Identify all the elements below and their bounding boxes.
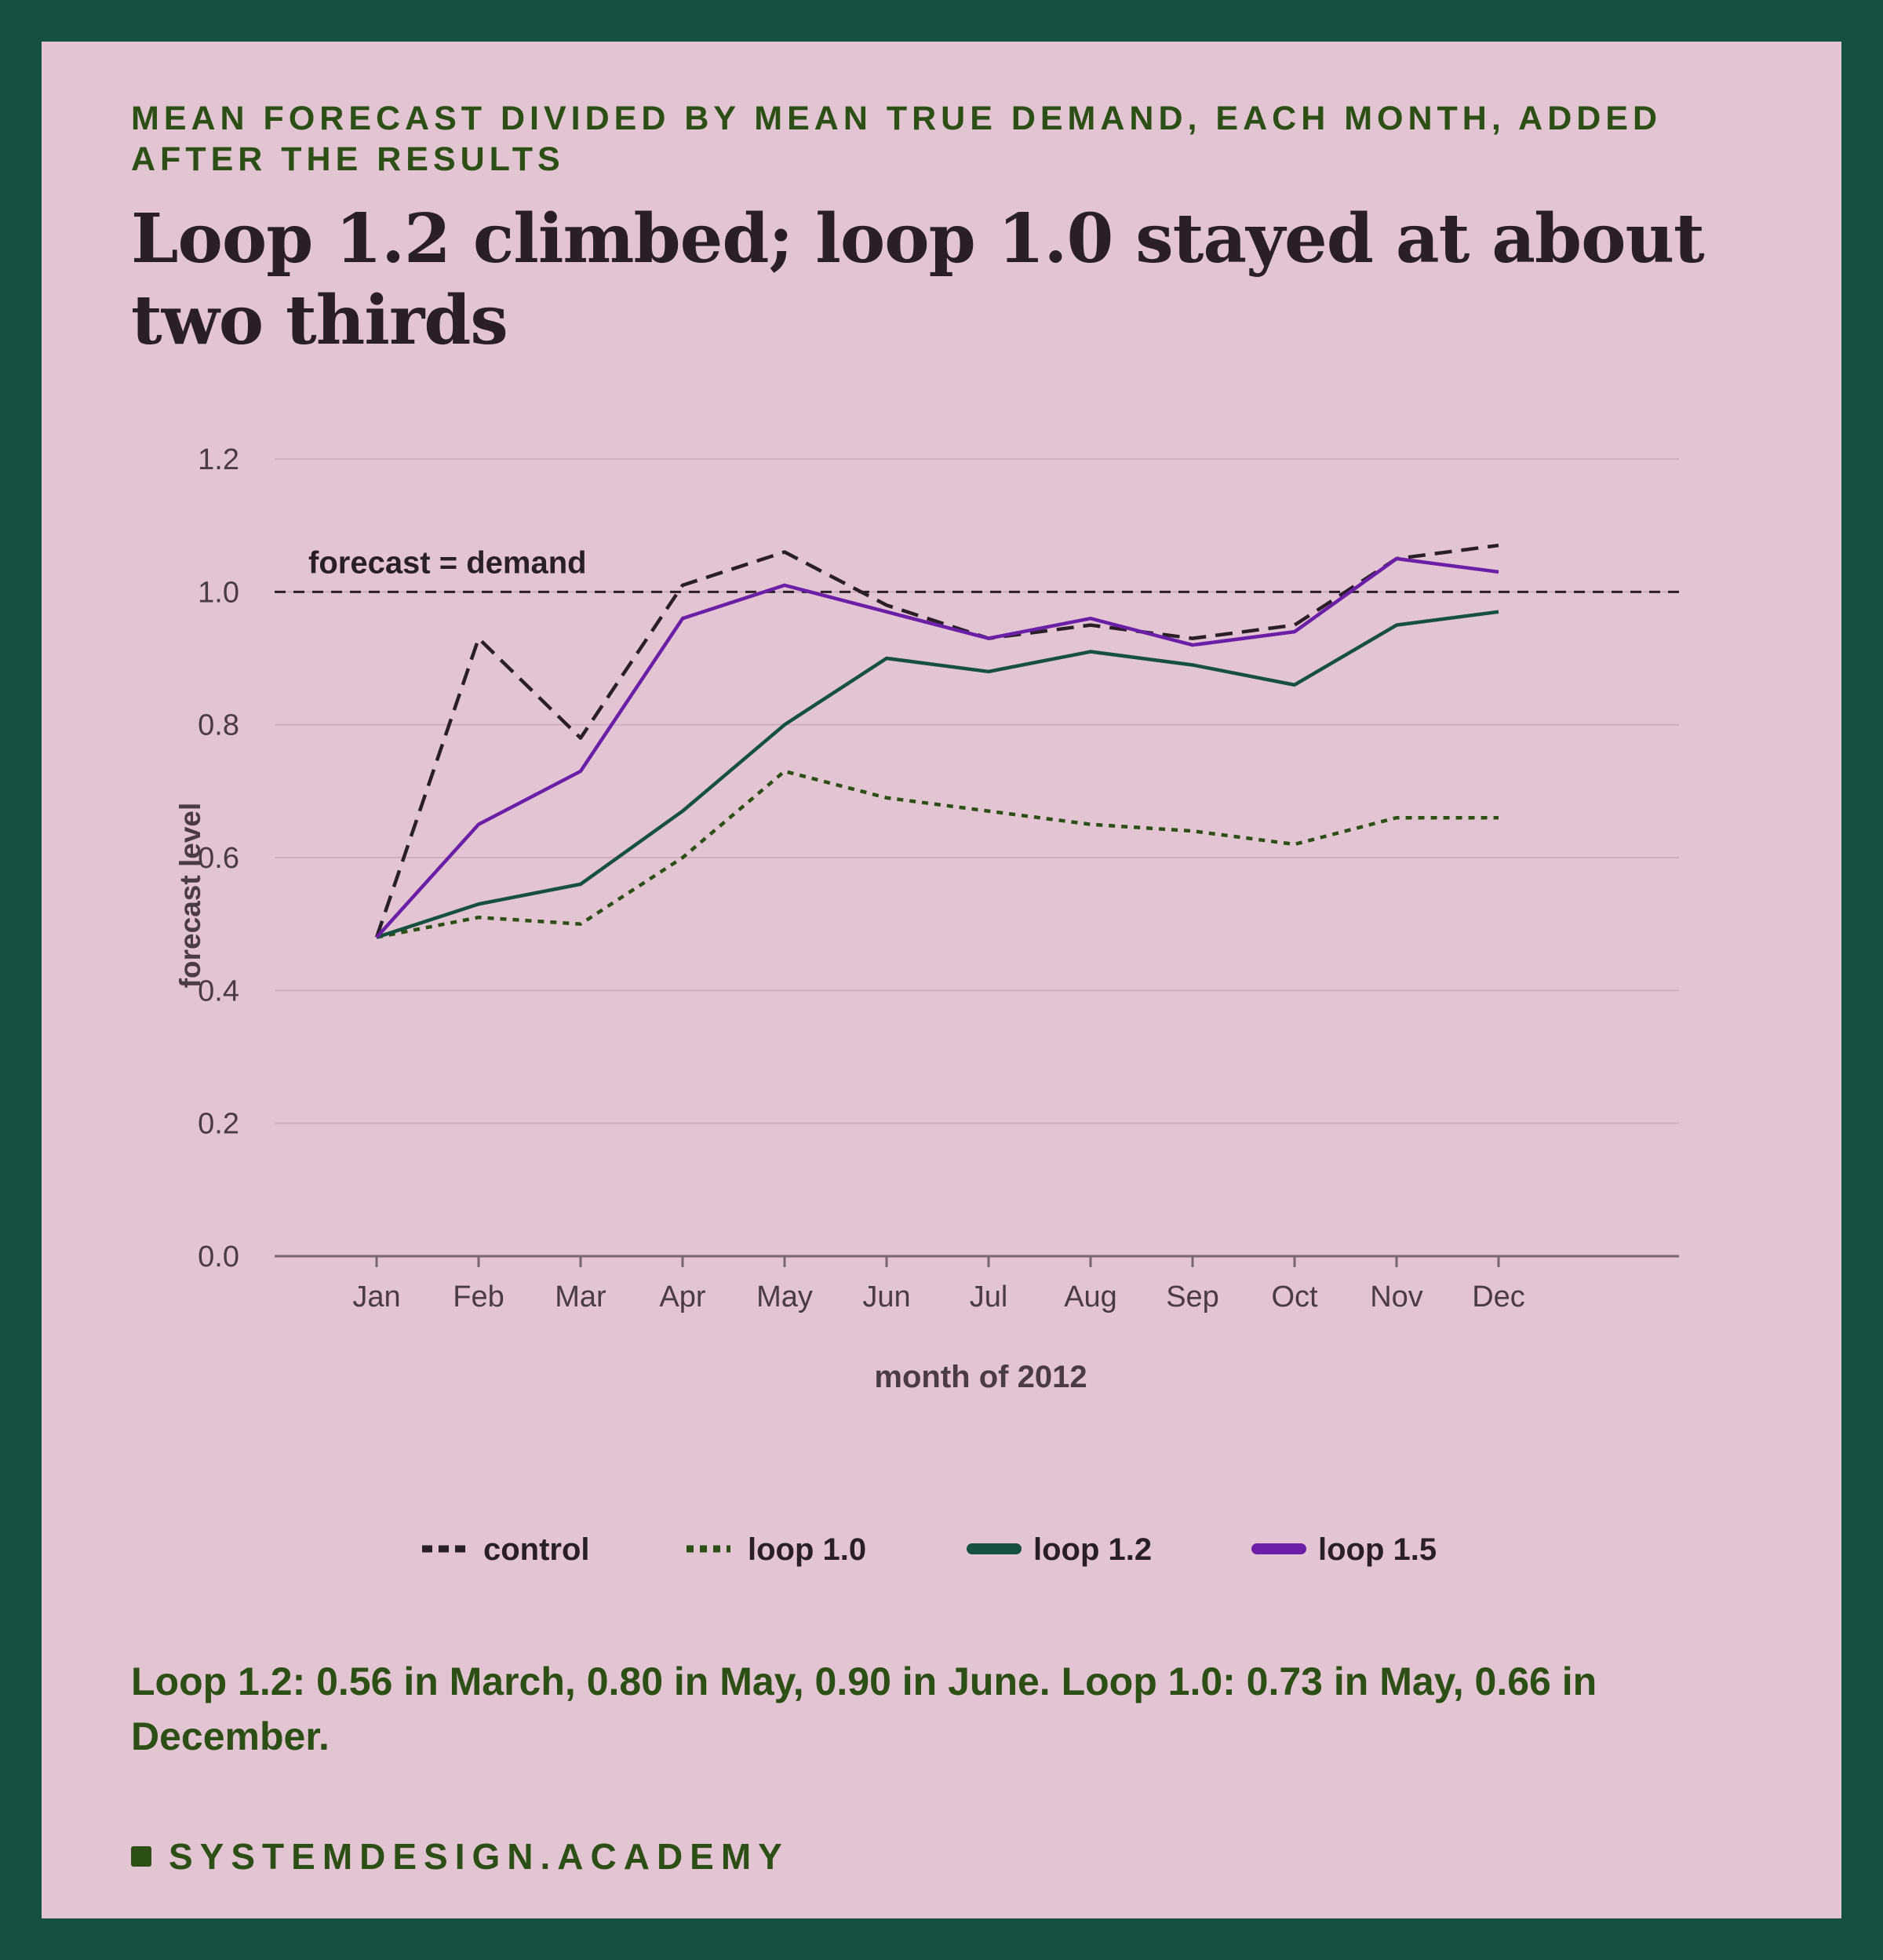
x-axis-label: month of 2012 bbox=[874, 1360, 1087, 1394]
y-tick-label: 0.0 bbox=[198, 1240, 239, 1273]
series-line-loop-1-5 bbox=[375, 556, 1499, 939]
y-tick-label: 0.4 bbox=[198, 975, 239, 1007]
legend-item: loop 1.2 bbox=[967, 1532, 1152, 1567]
legend-item: loop 1.0 bbox=[687, 1532, 866, 1567]
y-tick-labels: 0.0 0.2 0.4 0.6 0.8 1.0 1.2 bbox=[198, 443, 239, 1273]
y-tick-label: 0.6 bbox=[198, 842, 239, 875]
x-tick-labels: Jan Feb Mar Apr May Jun Jul Aug Sep Oct Nov Dec bbox=[352, 1256, 1525, 1313]
x-tick-label: Nov bbox=[1370, 1281, 1423, 1313]
x-tick-label: May bbox=[756, 1281, 813, 1313]
y-tick-label: 1.0 bbox=[198, 576, 239, 609]
x-tick-label: Feb bbox=[453, 1281, 504, 1313]
x-tick-label: Apr bbox=[659, 1281, 705, 1313]
x-tick-label: Mar bbox=[555, 1281, 606, 1313]
x-tick-label: Jun bbox=[862, 1281, 910, 1313]
series-line-loop-1-2 bbox=[376, 610, 1499, 939]
legend-label: loop 1.0 bbox=[748, 1532, 866, 1567]
series-line-control bbox=[374, 543, 1499, 938]
reference-line: forecast = demand bbox=[275, 545, 1679, 593]
brand-name: SYSTEMDESIGN.ACADEMY bbox=[169, 1836, 789, 1877]
reference-line-label: forecast = demand bbox=[308, 545, 587, 580]
chart-kicker: MEAN FORECAST DIVIDED BY MEAN TRUE DEMAN… bbox=[131, 100, 1663, 178]
series-line-loop-1-0 bbox=[376, 769, 1499, 939]
x-tick-label: Aug bbox=[1064, 1281, 1117, 1313]
brand-square-icon bbox=[131, 1846, 151, 1867]
x-tick-label: Oct bbox=[1271, 1281, 1318, 1313]
chart-card: MEAN FORECAST DIVIDED BY MEAN TRUE DEMAN… bbox=[42, 42, 1841, 1918]
brand: SYSTEMDESIGN.ACADEMY bbox=[131, 1835, 789, 1878]
legend-label: loop 1.2 bbox=[1033, 1532, 1152, 1567]
legend-label: loop 1.5 bbox=[1318, 1532, 1437, 1567]
series-lines bbox=[374, 543, 1499, 939]
legend: control loop 1.0 loop 1.2 loop 1.5 bbox=[422, 1532, 1437, 1567]
y-axis-label: forecast level bbox=[174, 803, 206, 989]
chart-title: Loop 1.2 climbed; loop 1.0 stayed at abo… bbox=[131, 199, 1705, 360]
legend-label: control bbox=[483, 1532, 590, 1567]
legend-item: control bbox=[422, 1532, 590, 1567]
x-tick-label: Jan bbox=[352, 1281, 400, 1313]
x-tick-label: Sep bbox=[1166, 1281, 1219, 1313]
y-tick-label: 1.2 bbox=[198, 443, 239, 476]
chart-caption: Loop 1.2: 0.56 in March, 0.80 in May, 0.… bbox=[131, 1659, 1597, 1758]
line-chart: 0.0 0.2 0.4 0.6 0.8 1.0 1.2 Jan Feb Mar Apr May Jun… bbox=[174, 443, 1679, 1567]
x-tick-label: Dec bbox=[1472, 1281, 1525, 1313]
y-tick-label: 0.8 bbox=[198, 709, 239, 742]
x-tick-label: Jul bbox=[970, 1281, 1008, 1313]
y-tick-label: 0.2 bbox=[198, 1108, 239, 1141]
legend-item: loop 1.5 bbox=[1251, 1532, 1437, 1567]
